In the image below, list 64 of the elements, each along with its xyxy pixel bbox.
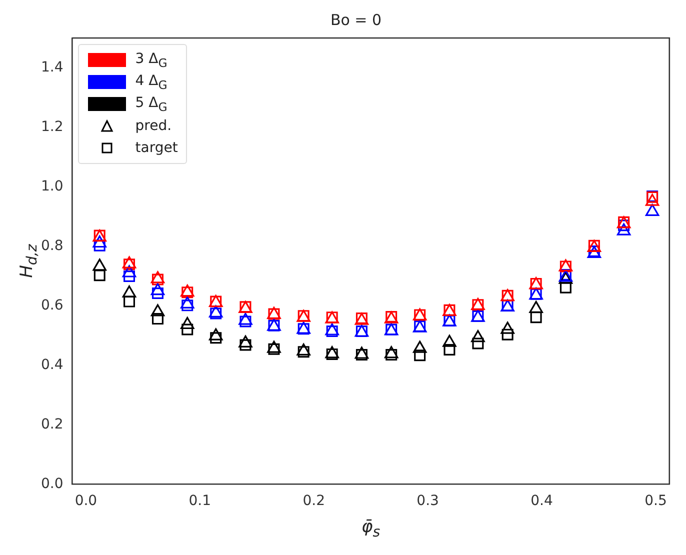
point xyxy=(152,313,164,325)
point xyxy=(92,235,106,248)
point xyxy=(238,335,252,348)
legend-label: target xyxy=(135,140,178,156)
point xyxy=(122,285,136,298)
y-tick-label: 1.0 xyxy=(41,178,64,194)
legend-label: 5 Δ$_{G}$ xyxy=(135,94,168,114)
point xyxy=(296,343,310,356)
point xyxy=(240,316,252,328)
point xyxy=(150,304,165,316)
point xyxy=(325,323,339,336)
point xyxy=(502,328,514,340)
y-tick-label: 0.4 xyxy=(41,356,64,373)
point xyxy=(471,330,485,342)
y-tick-label: 0.6 xyxy=(41,297,64,314)
point xyxy=(560,282,572,294)
x-axis-title: φ̄$_{s}$ xyxy=(360,517,382,540)
point xyxy=(182,300,194,312)
point xyxy=(412,340,427,353)
point xyxy=(123,296,135,308)
point xyxy=(414,350,426,362)
point xyxy=(208,328,223,340)
point xyxy=(384,346,398,358)
point xyxy=(240,339,252,351)
y-tick-label: 0.8 xyxy=(41,238,64,254)
point xyxy=(238,312,252,325)
point xyxy=(150,283,165,296)
point xyxy=(208,305,223,318)
point xyxy=(298,346,310,358)
x-tick-label: 0.2 xyxy=(302,493,325,510)
point xyxy=(180,296,194,309)
y-tick-label: 1.2 xyxy=(41,118,64,135)
y-tick-label: 0.2 xyxy=(41,416,64,432)
point xyxy=(182,324,194,336)
legend-label: 4 Δ$_{G}$ xyxy=(135,72,168,92)
point xyxy=(326,326,338,338)
x-tick-label: 0.0 xyxy=(74,493,98,510)
point xyxy=(444,344,456,356)
point xyxy=(530,312,542,324)
point xyxy=(122,256,136,268)
point xyxy=(354,346,369,359)
legend-label: pred. xyxy=(135,118,172,134)
point xyxy=(500,322,514,334)
point xyxy=(645,194,660,206)
point xyxy=(92,258,106,271)
point xyxy=(94,270,106,282)
point xyxy=(616,223,631,236)
point xyxy=(180,316,194,330)
x-tick-label: 0.3 xyxy=(416,493,439,510)
point xyxy=(267,340,281,353)
chart-title: Bo = 0 xyxy=(330,10,382,29)
legend-label: 3 Δ$_{G}$ xyxy=(135,50,168,70)
y-tick-label: 1.4 xyxy=(41,59,64,76)
x-tick-label: 0.4 xyxy=(530,493,553,510)
point xyxy=(472,338,484,350)
x-tick-label: 0.5 xyxy=(644,493,667,510)
point xyxy=(122,265,136,278)
point xyxy=(442,334,456,347)
point xyxy=(645,204,660,216)
point xyxy=(150,271,165,284)
y-tick-label: 0.0 xyxy=(41,476,64,492)
x-tick-label: 0.1 xyxy=(188,493,212,510)
point xyxy=(529,300,543,313)
point xyxy=(268,343,280,355)
